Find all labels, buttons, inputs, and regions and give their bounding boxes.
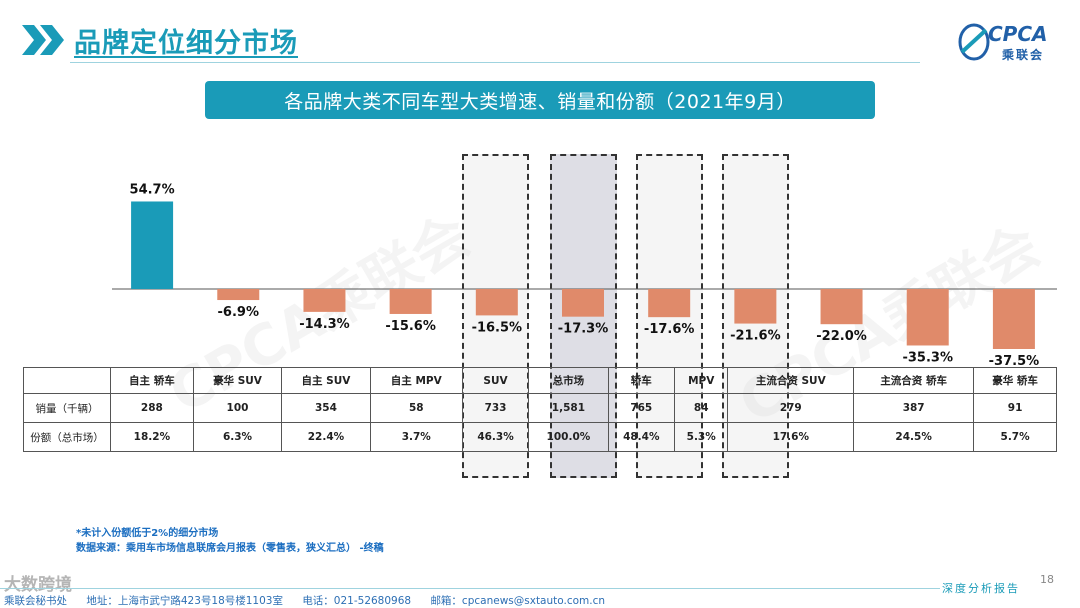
column-header: 自主 轿车 [110,367,194,394]
column-header: 自主 MPV [369,367,463,394]
data-table: 自主 轿车 豪华 SUV 自主 SUV 自主 MPV SUV 总市场 轿车 MPV 主流合资 S… [23,367,1057,452]
table-cell: 765 [607,393,675,423]
table-row: 销量（千辆） 288 100 354 58 733 1,581 765 84 279 387 91 [23,393,1057,423]
bar [303,289,346,312]
header-divider [70,62,920,63]
column-header: 轿车 [607,367,675,394]
footer-email[interactable]: 邮箱：cpcanews@sxtauto.com.cn [430,595,606,607]
footer-divider [0,588,940,589]
table-cell: 58 [369,393,463,423]
table-cell: 3.7% [369,422,463,452]
bar [562,289,604,317]
table-cell: 100.0% [528,422,609,452]
logo-subtext: 乘联会 [1002,48,1045,62]
table-cell: 91 [973,393,1057,423]
bar [131,201,174,289]
data-label: -17.6% [644,322,695,337]
column-header: 主流合资 SUV [727,367,855,394]
table-cell: 1,581 [528,393,609,423]
page-number: 18 [1040,573,1054,586]
bar [648,289,691,318]
table-cell: 17.6% [727,422,855,452]
footnote-line-2: 数据来源：乘用车市场信息联席会月报表（零售表，狭义汇总） -终稿 [76,543,384,554]
footer-contact: 乘联会秘书处 地址：上海市武宁路423号18号楼1103室 电话：021-526… [4,593,621,608]
footer-phone: 电话：021-52680968 [302,595,412,607]
table-cell: 18.2% [110,422,194,452]
footnote-line-1: *未计入份额低于2%的细分市场 [76,528,219,539]
table-header-row: 自主 轿车 豪华 SUV 自主 SUV 自主 MPV SUV 总市场 轿车 MPV 主流合资 S… [23,367,1057,394]
cpca-emblem-icon [958,23,990,61]
table-cell: 84 [673,393,729,423]
table-cell: 387 [853,393,975,423]
row-header: 销量（千辆） [23,393,111,423]
chevron-right-icon [22,25,68,55]
column-header: 豪华 SUV [192,367,283,394]
column-header: 总市场 [528,367,609,394]
table-cell: 24.5% [853,422,975,452]
table-cell: 5.7% [973,422,1057,452]
data-label: -16.5% [472,320,523,335]
footer-brand-watermark: 大数跨境 [4,575,72,595]
data-label: 54.7% [130,182,175,197]
data-label: -14.3% [299,317,350,332]
data-label: -17.3% [558,322,609,337]
table-cell: 46.3% [461,422,530,452]
table-cell: 288 [110,393,194,423]
bar [906,289,949,346]
table-row: 份额（总市场） 18.2% 6.3% 22.4% 3.7% 46.3% 100.0% 48.4… [23,422,1057,452]
data-label: -15.6% [385,319,436,334]
bar [992,289,1035,349]
table-cell: 22.4% [281,422,371,452]
footnote: *未计入份额低于2%的细分市场 数据来源：乘用车市场信息联席会月报表（零售表，狭… [76,526,384,556]
column-header: 豪华 轿车 [973,367,1057,394]
header: 品牌定位细分市场 [22,18,298,62]
table-cell: 733 [461,393,530,423]
table-cell: 5.3% [673,422,729,452]
bar [217,289,260,301]
column-header [23,367,111,394]
footer-tagline: 深度分析报告 [942,582,1020,595]
data-label: -22.0% [816,329,867,344]
column-header: MPV [673,367,729,394]
column-header: SUV [461,367,530,394]
bar [389,289,432,314]
data-label: -35.3% [902,350,953,365]
logo-text: CPCA [988,22,1048,46]
table-cell: 100 [192,393,283,423]
column-header: 自主 SUV [281,367,371,394]
data-label: -6.9% [218,305,259,320]
table-cell: 6.3% [192,422,283,452]
page-title: 品牌定位细分市场 [74,27,298,59]
table-cell: 279 [727,393,855,423]
data-label: -37.5% [989,354,1040,369]
chart-title: 各品牌大类不同车型大类增速、销量和份额（2021年9月） [205,81,875,119]
footer-address: 地址：上海市武宁路423号18号楼1103室 [86,595,283,607]
footer-office: 乘联会秘书处 [4,595,67,607]
cpca-logo: CPCA 乘联会 [958,20,1058,66]
bar [734,289,777,324]
bar [475,289,518,316]
table-cell: 48.4% [607,422,675,452]
row-header: 份额（总市场） [23,422,111,452]
table-cell: 354 [281,393,371,423]
column-header: 主流合资 轿车 [853,367,975,394]
data-label: -21.6% [730,329,781,344]
bar [820,289,863,325]
